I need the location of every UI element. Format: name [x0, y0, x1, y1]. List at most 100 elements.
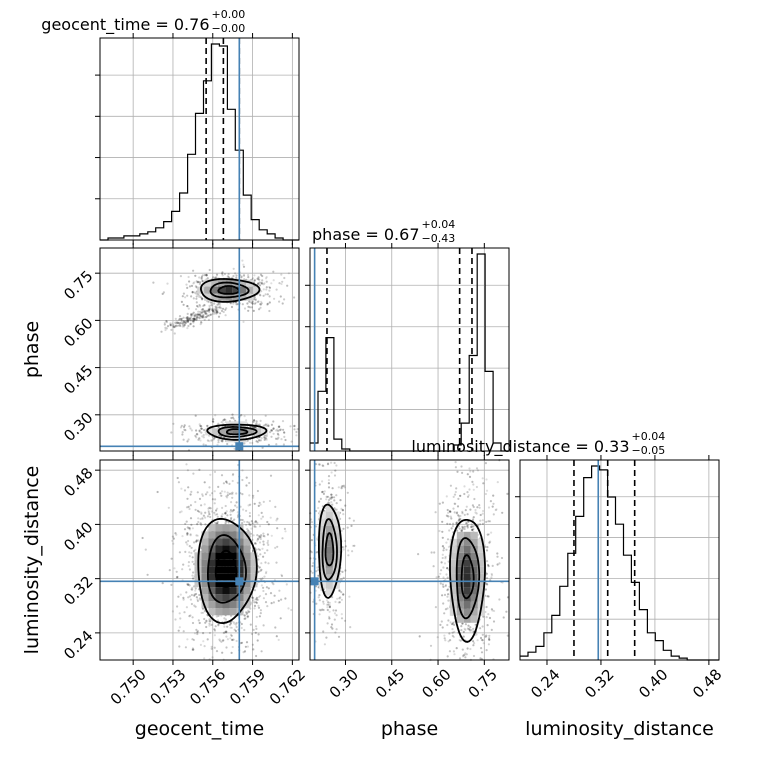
density-block	[477, 594, 485, 602]
sample-point	[254, 625, 258, 628]
sample-point	[474, 623, 477, 626]
sample-point	[204, 310, 207, 313]
sample-point	[206, 277, 209, 280]
title-upper-error: +0.04	[632, 430, 666, 443]
sample-point	[279, 295, 282, 298]
sample-point	[253, 525, 256, 528]
density-block	[243, 566, 251, 574]
sample-point	[256, 283, 260, 286]
sample-point	[198, 468, 201, 471]
sample-point	[204, 493, 208, 496]
sample-point	[206, 424, 209, 427]
title-upper-error: +0.04	[422, 218, 456, 231]
sample-point	[242, 274, 246, 277]
sample-point	[463, 627, 466, 631]
sample-point	[277, 429, 280, 433]
histogram-phase	[310, 253, 509, 452]
sample-point	[195, 295, 198, 298]
sample-point	[220, 309, 224, 312]
sample-point	[225, 510, 228, 513]
sample-point	[226, 638, 229, 641]
sample-point	[450, 517, 453, 520]
sample-point	[210, 645, 213, 649]
sample-point	[216, 308, 219, 312]
sample-point	[272, 279, 275, 282]
sample-point	[178, 645, 181, 648]
sample-point	[266, 423, 269, 426]
sample-point	[317, 506, 320, 510]
density-block	[215, 594, 223, 602]
sample-point	[191, 647, 194, 650]
sample-point	[203, 428, 206, 432]
sample-point	[211, 420, 214, 423]
sample-point	[339, 499, 342, 502]
sample-point	[453, 511, 456, 514]
sample-point	[459, 639, 462, 642]
density-block	[222, 601, 230, 609]
sample-point	[340, 591, 343, 594]
sample-point	[231, 510, 234, 513]
density-block	[463, 538, 471, 546]
sample-point	[203, 610, 206, 613]
sample-point	[257, 558, 260, 561]
sample-point	[342, 548, 345, 551]
sample-point	[207, 507, 210, 510]
sample-point	[201, 316, 204, 319]
sample-point	[310, 551, 313, 554]
sample-point	[257, 555, 260, 558]
sample-point	[488, 634, 491, 637]
sample-point	[222, 631, 225, 635]
sample-point	[253, 298, 256, 301]
sample-point	[247, 309, 250, 312]
sample-point	[260, 437, 263, 440]
sample-point	[487, 533, 491, 536]
sample-point	[265, 434, 268, 437]
density-block	[456, 594, 464, 602]
sample-point	[283, 431, 286, 434]
density-block	[325, 581, 333, 589]
sample-point	[270, 429, 273, 432]
sample-point	[193, 318, 196, 321]
sample-point	[280, 273, 283, 276]
sample-point	[220, 515, 224, 519]
sample-point	[213, 646, 216, 649]
x-tick-label-luminosity_distance: 0.48	[689, 665, 725, 701]
sample-point	[224, 418, 227, 422]
sample-point	[490, 628, 493, 632]
sample-point	[211, 309, 214, 312]
sample-point	[461, 655, 465, 658]
sample-point	[240, 641, 244, 644]
sample-point	[484, 635, 487, 638]
sample-point	[219, 305, 222, 309]
sample-point	[204, 311, 207, 314]
sample-point	[451, 628, 454, 631]
sample-point	[328, 615, 331, 618]
sample-point	[185, 541, 188, 544]
sample-point	[248, 481, 251, 485]
histograms	[100, 43, 719, 661]
sample-point	[231, 645, 234, 649]
sample-point	[242, 263, 245, 266]
sample-point	[198, 430, 201, 433]
sample-point	[418, 635, 421, 638]
sample-point	[193, 291, 196, 294]
sample-point	[266, 541, 269, 545]
density-block	[239, 286, 247, 294]
sample-point	[283, 435, 286, 438]
sample-point	[260, 281, 263, 284]
sample-point	[226, 494, 229, 497]
sample-point	[191, 290, 194, 294]
sample-point	[217, 439, 220, 442]
sample-point	[463, 653, 466, 657]
sample-point	[441, 545, 444, 548]
sample-point	[200, 311, 203, 314]
sample-point	[244, 617, 247, 620]
sample-point	[232, 274, 235, 278]
sample-point	[231, 496, 234, 499]
sample-point	[188, 551, 191, 554]
sample-point	[198, 510, 201, 513]
sample-point	[496, 481, 499, 484]
sample-point	[170, 583, 173, 587]
sample-point	[467, 624, 470, 627]
sample-point	[210, 623, 213, 627]
